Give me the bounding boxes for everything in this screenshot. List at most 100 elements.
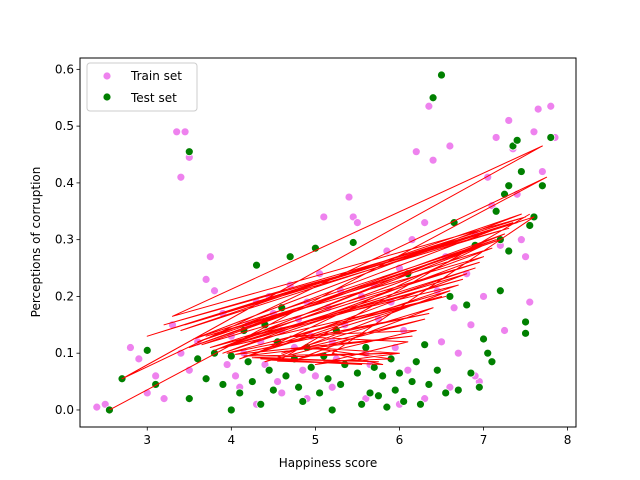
fit-line (109, 145, 548, 411)
scatter-point (521, 317, 530, 327)
y-tick-label: 0.2 (55, 289, 74, 303)
legend-label-train: Train set (130, 69, 182, 83)
scatter-point (521, 252, 530, 262)
scatter-point (474, 382, 484, 392)
y-tick-label: 0.1 (55, 346, 74, 360)
scatter-point (491, 133, 501, 142)
x-tick-label: 6 (396, 433, 404, 447)
scatter-point (361, 343, 371, 352)
scatter-point (336, 380, 346, 389)
scatter-point (479, 292, 488, 301)
x-tick-label: 4 (228, 433, 236, 447)
scatter-point (445, 141, 455, 151)
legend-marker-train (102, 71, 112, 81)
scatter-point (369, 362, 379, 372)
scatter-point (441, 388, 451, 398)
scatter-point (357, 399, 367, 409)
y-tick-label: 0.4 (55, 176, 74, 190)
scatter-point (378, 371, 388, 381)
scatter-point (348, 238, 358, 247)
scatter-point (449, 303, 459, 313)
scatter-point (487, 357, 497, 367)
scatter-point (546, 133, 556, 142)
scatter-point (327, 382, 337, 392)
scatter-point (424, 101, 434, 111)
scatter-point (184, 147, 194, 157)
scatter-point (374, 391, 383, 401)
scatter-point (256, 399, 266, 409)
x-tick-label: 7 (480, 433, 488, 447)
y-axis: 0.0 0.1 0.2 0.3 0.4 0.5 0.6 (55, 62, 80, 417)
scatter-point (218, 380, 228, 389)
scatter-point (277, 388, 287, 398)
scatter-point (428, 155, 438, 165)
x-axis: 3 4 5 6 7 8 (143, 427, 571, 447)
scatter-point (521, 328, 530, 338)
scatter-point (403, 365, 413, 375)
scatter-point (445, 292, 455, 301)
scatter-point (525, 297, 535, 307)
scatter-point (205, 252, 215, 262)
scatter-point (327, 405, 337, 415)
scatter-point (243, 357, 253, 367)
scatter-point (180, 127, 190, 137)
y-axis-title: Perceptions of corruption (29, 167, 43, 318)
scatter-point (411, 357, 421, 367)
scatter-point (453, 385, 463, 395)
scatter-point (306, 362, 316, 372)
legend-label-test: Test set (130, 91, 177, 105)
scatter-point (491, 206, 501, 216)
scatter-point (252, 260, 261, 270)
scatter-point (126, 343, 135, 352)
scatter-point (92, 402, 102, 412)
scatter-point (453, 348, 463, 358)
scatter-point (437, 70, 446, 80)
legend-box (86, 62, 198, 112)
scatter-point (151, 371, 161, 381)
scatter-point (340, 360, 350, 369)
scatter-point (529, 127, 539, 137)
scatter-point (226, 405, 236, 415)
x-axis-title: Happiness score (279, 456, 378, 470)
scatter-point (424, 380, 434, 389)
scatter-point (353, 368, 362, 378)
scatter-point (466, 368, 476, 378)
scatter-point (298, 365, 308, 375)
scatter-point (294, 382, 303, 392)
scatter-point (298, 397, 308, 406)
scatter-point (264, 365, 274, 375)
scatter-point (399, 397, 409, 406)
scatter-point (411, 147, 421, 157)
scatter-point (323, 374, 333, 384)
scatter-point (516, 167, 526, 176)
scatter-point (382, 402, 392, 412)
scatter-point (172, 127, 182, 137)
scatter-point (344, 192, 354, 202)
scatter-point (315, 388, 324, 398)
scatter-point (512, 135, 522, 145)
legend-marker-test (102, 92, 112, 102)
scatter-point (268, 385, 278, 395)
scatter-point (479, 334, 488, 344)
scatter-point (235, 388, 245, 398)
scatter-point (390, 385, 400, 395)
scatter-point (184, 394, 194, 404)
scatter-point (504, 116, 514, 125)
scatter-point (319, 212, 329, 222)
scatter-point (525, 221, 535, 230)
scatter-point (483, 348, 493, 358)
y-tick-label: 0.3 (55, 233, 74, 247)
x-tick-label: 8 (564, 433, 572, 447)
scatter-point (142, 345, 152, 355)
scatter-point (420, 340, 430, 350)
legend: Train set Test set (86, 62, 198, 112)
scatter-point (395, 368, 404, 378)
scatter-point (134, 354, 144, 364)
scatter-point (495, 286, 505, 296)
scatter-point (407, 377, 417, 386)
scatter-point (159, 394, 169, 404)
scatter-point (466, 320, 476, 330)
scatter-point (504, 181, 514, 191)
scatter-point (420, 218, 430, 228)
